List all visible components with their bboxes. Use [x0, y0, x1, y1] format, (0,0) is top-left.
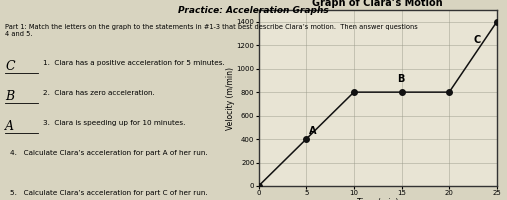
Text: 1.  Clara has a positive acceleration for 5 minutes.: 1. Clara has a positive acceleration for… — [43, 60, 225, 66]
Text: 5.   Calculate Clara’s acceleration for part C of her run.: 5. Calculate Clara’s acceleration for pa… — [10, 190, 208, 196]
Text: Part 1: Match the letters on the graph to the statements in #1-3 that best descr: Part 1: Match the letters on the graph t… — [5, 24, 418, 37]
Text: 3.  Clara is speeding up for 10 minutes.: 3. Clara is speeding up for 10 minutes. — [43, 120, 186, 126]
Text: B: B — [397, 74, 404, 84]
Y-axis label: Velocity (m/min): Velocity (m/min) — [226, 66, 235, 130]
Text: B: B — [5, 90, 14, 103]
Text: 2.  Clara has zero acceleration.: 2. Clara has zero acceleration. — [43, 90, 155, 96]
Text: A: A — [309, 126, 316, 136]
Text: 4.   Calculate Clara’s acceleration for part A of her run.: 4. Calculate Clara’s acceleration for pa… — [10, 150, 208, 156]
Text: Practice: Acceleration Graphs: Practice: Acceleration Graphs — [178, 6, 329, 15]
X-axis label: Time (min): Time (min) — [357, 198, 399, 200]
Title: Graph of Clara’s Motion: Graph of Clara’s Motion — [312, 0, 443, 8]
Text: C: C — [5, 60, 15, 73]
Text: C: C — [473, 35, 480, 45]
Text: A: A — [5, 120, 14, 133]
